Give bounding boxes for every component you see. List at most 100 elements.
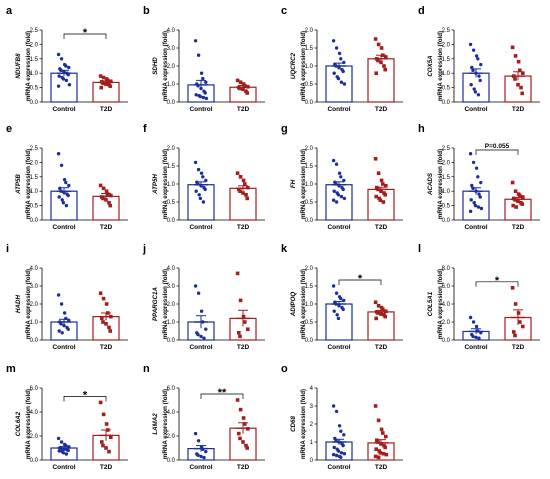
data-point bbox=[339, 429, 343, 433]
data-point bbox=[384, 434, 388, 439]
data-point bbox=[339, 296, 343, 301]
data-point bbox=[514, 205, 518, 209]
data-point bbox=[101, 443, 105, 448]
data-point bbox=[108, 203, 112, 208]
y-tick-label: 2.0 bbox=[305, 266, 314, 272]
data-point bbox=[331, 452, 336, 457]
data-point bbox=[479, 206, 484, 211]
category-label: T2D bbox=[512, 344, 525, 351]
y-tick-label: 0.5 bbox=[305, 320, 314, 326]
data-point bbox=[474, 166, 479, 170]
data-point bbox=[376, 58, 380, 63]
y-tick-label: 0.0 bbox=[30, 100, 39, 106]
significance-label: * bbox=[83, 27, 88, 39]
y-tick-label: 0.0 bbox=[167, 458, 176, 464]
data-point bbox=[197, 193, 201, 197]
data-point bbox=[516, 311, 521, 315]
data-point bbox=[518, 320, 522, 324]
data-point bbox=[60, 331, 64, 335]
data-point bbox=[61, 77, 66, 81]
data-point bbox=[374, 71, 378, 75]
y-tick-label: 2.0 bbox=[442, 42, 451, 48]
data-point bbox=[516, 82, 520, 87]
data-point bbox=[334, 162, 339, 166]
data-point bbox=[64, 78, 69, 83]
data-point bbox=[382, 64, 386, 68]
y-axis-label: COX5A bbox=[427, 55, 434, 77]
data-point bbox=[341, 307, 345, 312]
data-point bbox=[196, 167, 201, 172]
category-label: T2D bbox=[375, 344, 388, 351]
data-point bbox=[474, 324, 479, 329]
gene-name: COX5A bbox=[427, 55, 434, 77]
data-point bbox=[60, 198, 64, 202]
data-point bbox=[235, 171, 240, 175]
y-tick-label: 1.0 bbox=[167, 182, 176, 188]
significance-bracket bbox=[63, 396, 107, 402]
data-point bbox=[203, 91, 207, 95]
data-point bbox=[383, 445, 387, 450]
data-point bbox=[204, 178, 208, 183]
data-point bbox=[381, 431, 385, 435]
data-point bbox=[373, 300, 378, 304]
bar bbox=[367, 188, 395, 221]
data-point bbox=[59, 440, 64, 444]
data-point bbox=[67, 83, 72, 87]
y-tick-label: 4.0 bbox=[442, 302, 451, 308]
y-tick-label: 3 bbox=[310, 404, 314, 410]
panel-b: b 0.0 1.0 2.0 3.0 4.0 SDHD mRNA expression (fol… bbox=[143, 5, 265, 113]
significance-bracket bbox=[475, 281, 519, 287]
panel-n: n 0.0 2.0 4.0 6.0 LAMA2 mRNA expression (fold)… bbox=[143, 363, 265, 471]
data-point bbox=[474, 54, 479, 58]
bar bbox=[367, 58, 395, 103]
significance-bracket bbox=[200, 393, 244, 399]
data-point bbox=[104, 422, 109, 426]
y-tick-label: 0.0 bbox=[305, 100, 314, 106]
significance-bracket bbox=[63, 33, 107, 39]
data-point bbox=[241, 178, 246, 183]
y-tick-label: 3.0 bbox=[167, 46, 176, 52]
y-tick-label: 1.0 bbox=[30, 71, 39, 77]
panel-letter: e bbox=[6, 123, 12, 135]
data-point bbox=[335, 313, 339, 317]
data-point bbox=[337, 171, 342, 175]
y-tick-label: 0.0 bbox=[167, 218, 176, 224]
data-point bbox=[193, 160, 198, 165]
y-axis-label-suffix: mRNA expression (fold) bbox=[25, 149, 32, 219]
data-point bbox=[471, 186, 475, 191]
category-label: Control bbox=[189, 224, 212, 231]
data-point bbox=[339, 451, 344, 455]
category-label: T2D bbox=[237, 464, 250, 471]
panel-letter: a bbox=[6, 5, 13, 17]
data-point bbox=[104, 302, 109, 306]
y-axis-label-suffix: mRNA expression (fold) bbox=[300, 149, 307, 219]
data-point bbox=[473, 203, 478, 208]
category-label: T2D bbox=[512, 106, 525, 113]
data-point bbox=[331, 158, 336, 163]
y-axis-label-suffix: mRNA expression (fold) bbox=[162, 269, 169, 339]
data-point bbox=[374, 447, 378, 451]
data-point bbox=[193, 284, 198, 288]
data-point bbox=[520, 91, 524, 96]
panel-letter: k bbox=[281, 243, 288, 255]
data-point bbox=[513, 302, 518, 306]
data-point bbox=[56, 152, 61, 156]
gene-name: UQCRC2 bbox=[290, 52, 297, 79]
data-point bbox=[57, 74, 61, 78]
y-tick-label: 2.0 bbox=[442, 320, 451, 326]
data-point bbox=[510, 286, 515, 290]
data-point bbox=[479, 62, 483, 67]
panel-d: d 0.0 0.5 1.0 1.5 2.0 2.5 COX5A mRNA expression … bbox=[418, 5, 540, 113]
data-point bbox=[196, 332, 200, 337]
data-point bbox=[56, 52, 61, 57]
panel-letter: j bbox=[142, 243, 146, 255]
data-point bbox=[336, 76, 341, 81]
category-label: T2D bbox=[237, 106, 250, 113]
data-point bbox=[204, 80, 208, 84]
data-point bbox=[471, 320, 476, 324]
data-point bbox=[473, 90, 478, 94]
data-point bbox=[332, 189, 336, 193]
y-tick-label: 1.0 bbox=[30, 189, 39, 195]
panel-l: l 0.0 2.0 4.0 6.0 8.0 COL5A1 mRNA expression (f… bbox=[418, 243, 540, 351]
data-point bbox=[201, 76, 205, 81]
